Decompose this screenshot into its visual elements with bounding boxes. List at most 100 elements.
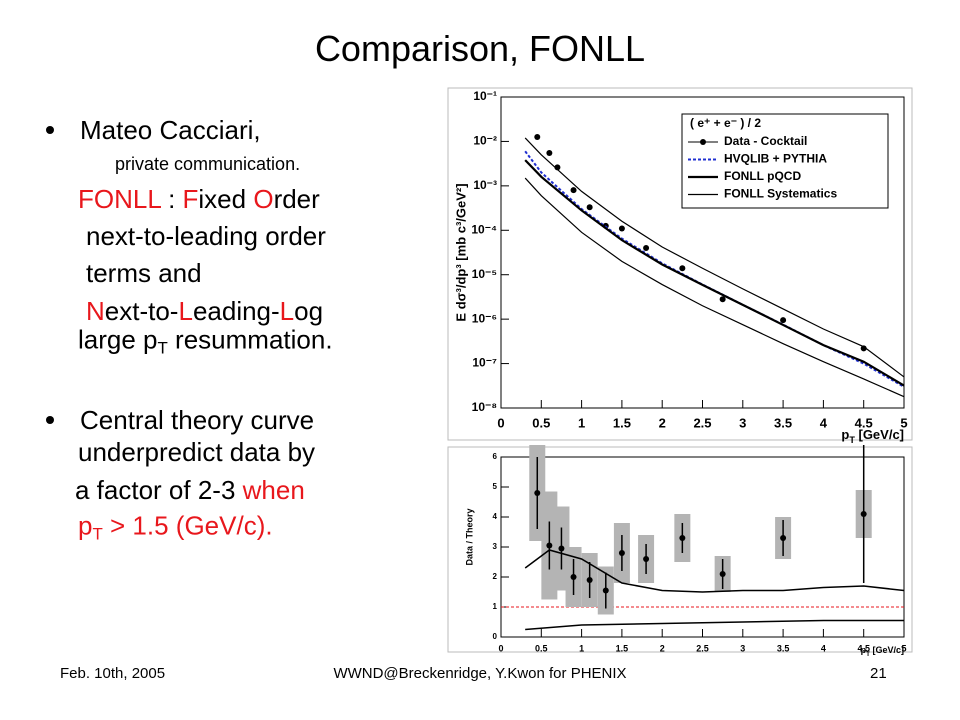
text-segment: FONLL	[78, 184, 161, 214]
text-segment: L	[178, 296, 193, 326]
data-point	[534, 490, 541, 496]
data-point	[558, 545, 565, 552]
x-tick-label: 5	[900, 415, 907, 430]
text-segment: private communication.	[115, 154, 301, 174]
x-tick-label: 1.5	[613, 415, 631, 430]
text-segment: p	[78, 510, 93, 541]
x-tick-label: 1	[579, 643, 584, 653]
text-line: private communication.	[115, 155, 300, 173]
text-segment: O	[253, 184, 274, 214]
data-point	[719, 571, 726, 577]
text-segment: :	[160, 184, 183, 214]
legend-label: FONLL pQCD	[724, 169, 801, 183]
data-point	[643, 556, 650, 562]
x-tick-label: 4	[820, 415, 828, 430]
y-tick-label: 0	[493, 632, 498, 641]
text-segment: terms and	[86, 258, 202, 288]
y-tick-label: 6	[493, 452, 498, 461]
bullet	[46, 416, 54, 424]
y-tick-label: 5	[493, 482, 498, 491]
axis-title-part: p	[841, 427, 849, 442]
text-line: large pT resummation.	[78, 327, 333, 358]
curve	[524, 159, 905, 387]
x-tick-label: 0	[497, 415, 504, 430]
text-line: terms and	[86, 260, 202, 286]
x-tick-label: 3.5	[774, 415, 792, 430]
y-tick-label: 1	[493, 602, 498, 611]
x-tick-label: 0.5	[535, 643, 548, 653]
text-line: FONLL : Fixed Order	[78, 186, 320, 212]
y-tick-label: 10⁻⁷	[472, 356, 497, 370]
text-segment: rder	[273, 184, 320, 214]
data-point	[780, 535, 787, 541]
y-tick-label: 3	[493, 542, 498, 551]
x-tick-label: 0.5	[532, 415, 550, 430]
curve	[524, 150, 905, 388]
x-tick-label: 5	[901, 643, 906, 653]
data-point	[586, 577, 593, 583]
text-segment: a factor of 2-3	[75, 475, 243, 505]
data-point	[602, 587, 609, 594]
y-tick-label: 2	[493, 572, 498, 581]
text-segment: eading-	[192, 296, 280, 326]
data-point	[860, 345, 867, 352]
axis-title-part: [GeV/c]	[855, 427, 904, 442]
x-tick-label: 4.5	[857, 643, 870, 653]
x-tick-label: 3.5	[777, 643, 790, 653]
x-tick-label: 2	[659, 415, 666, 430]
y-tick-label: 10⁻²	[473, 134, 497, 148]
data-point	[719, 296, 726, 303]
x-tick-label: 4.5	[855, 415, 873, 430]
y-tick-label: 10⁻⁵	[472, 267, 497, 281]
text-segment: underpredict data by	[78, 437, 316, 467]
text-segment: ixed	[198, 184, 254, 214]
axis-title-part: T	[849, 435, 855, 445]
data-point	[618, 550, 625, 556]
text-line: next-to-leading order	[86, 223, 326, 249]
axis-title: pT [GeV/c]	[861, 645, 904, 658]
y-tick-label: 4	[493, 512, 498, 521]
data-point	[780, 317, 787, 324]
text-segment: large p	[78, 324, 158, 355]
footer-page: 21	[870, 665, 887, 682]
text-segment: Mateo Cacciari,	[80, 115, 261, 145]
data-point	[643, 244, 650, 251]
text-segment: resummation.	[167, 324, 333, 355]
text-segment: F	[182, 184, 199, 214]
data-point	[570, 574, 577, 580]
text-segment: > 1.5 (GeV/c).	[102, 510, 273, 541]
text-segment: ext-to-	[104, 296, 179, 326]
curve	[524, 549, 905, 593]
curve	[524, 137, 905, 378]
legend-title: ( e⁺ + e⁻ ) / 2	[690, 116, 761, 130]
footer-center: WWND@Breckenridge, Y.Kwon for PHENIX	[333, 665, 627, 682]
text-line: Central theory curve	[80, 407, 314, 433]
text-segment: L	[279, 296, 295, 326]
data-point	[546, 149, 553, 156]
data-point	[618, 225, 625, 232]
x-tick-label: 2.5	[693, 415, 711, 430]
data-point	[534, 133, 541, 140]
data-point	[586, 204, 593, 211]
data-point	[860, 511, 867, 517]
text-segment: next-to-leading order	[86, 221, 326, 251]
axis-title: pT [GeV/c]	[841, 427, 904, 445]
y-tick-label: 10⁻⁴	[471, 222, 497, 236]
text-segment: og	[294, 296, 324, 326]
text-segment: when	[242, 475, 305, 505]
x-tick-label: 2	[660, 643, 665, 653]
text-segment: T	[92, 524, 103, 544]
axis-title-part: [GeV/c]	[870, 645, 904, 655]
legend-label: Data - Cocktail	[724, 134, 807, 148]
data-point	[679, 535, 686, 541]
x-tick-label: 1	[578, 415, 585, 430]
data-point	[679, 265, 686, 272]
legend-label: FONLL Systematics	[724, 187, 837, 201]
axis-title-part: p	[861, 645, 867, 655]
y-tick-label: 10⁻⁸	[472, 400, 497, 414]
axis-title-part: T	[866, 651, 870, 658]
y-tick-label: 10⁻⁶	[472, 311, 497, 325]
bullet	[46, 126, 54, 134]
